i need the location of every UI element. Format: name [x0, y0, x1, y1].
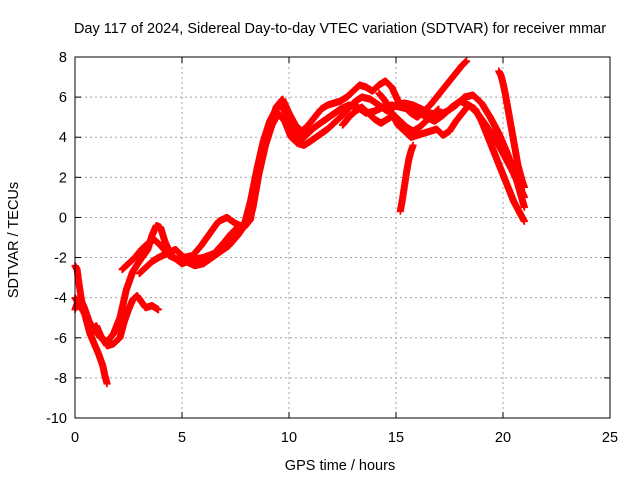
data-points [71, 57, 528, 388]
data-point [103, 380, 111, 388]
chart-title: Day 117 of 2024, Sidereal Day-to-day VTE… [74, 21, 606, 37]
data-point [154, 306, 162, 314]
